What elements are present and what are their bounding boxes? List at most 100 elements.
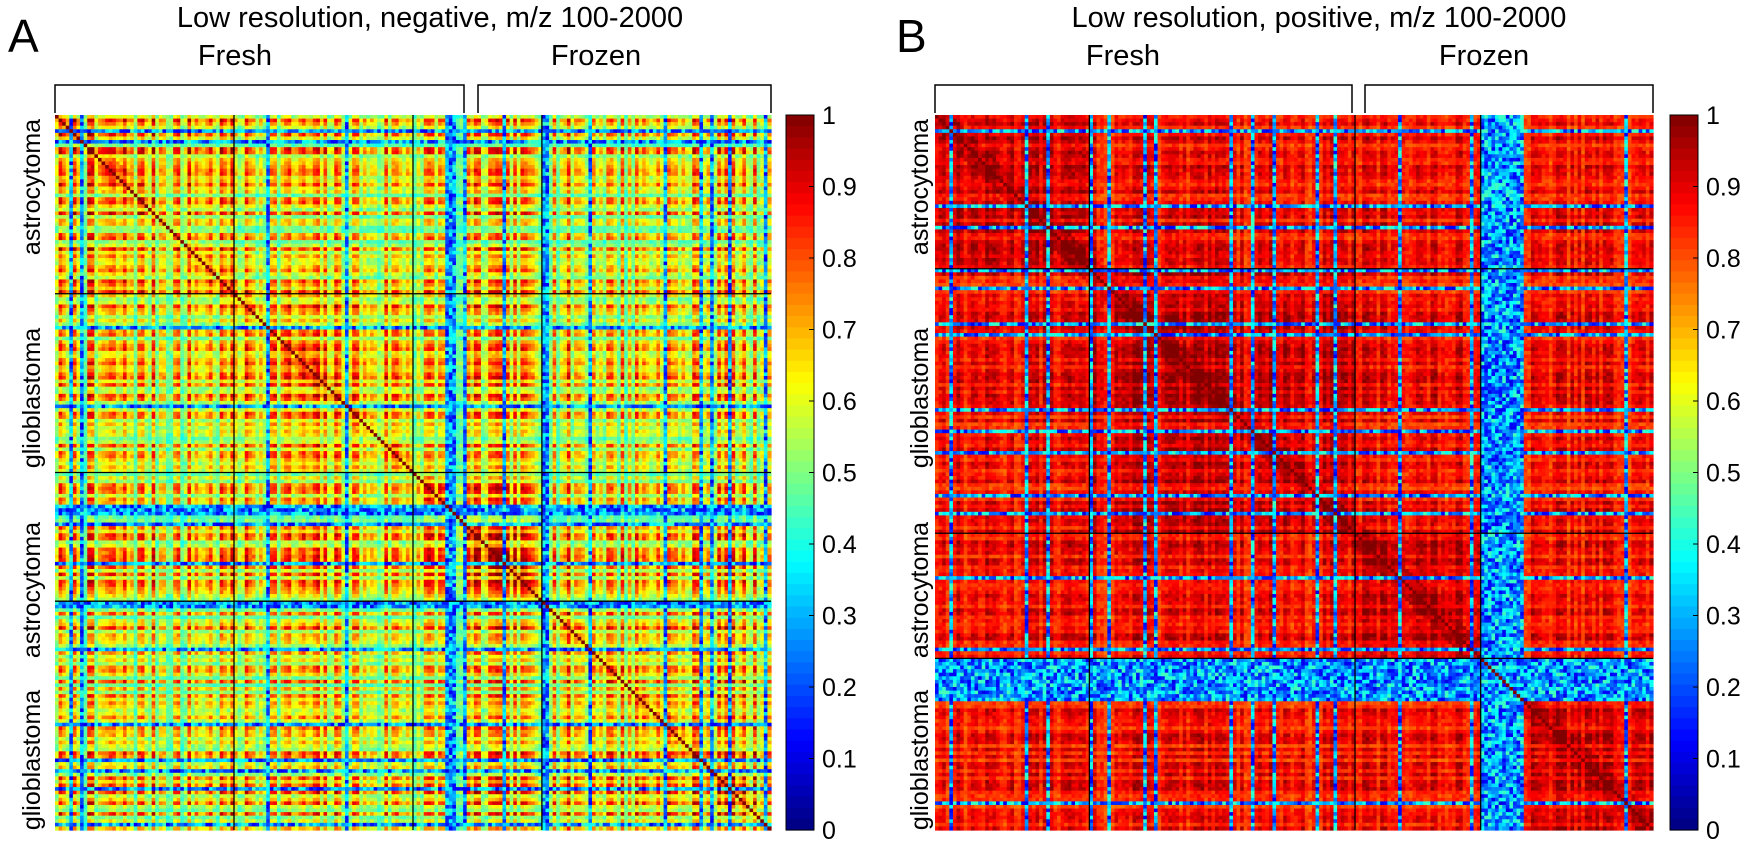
heatmap-cell (767, 126, 771, 130)
heatmap-cell (656, 126, 660, 130)
heatmap-cell (696, 119, 700, 123)
heatmap-cell (55, 133, 59, 137)
heatmap-cell (434, 122, 438, 126)
heatmap-cell (173, 115, 177, 119)
heatmap-cell (141, 122, 145, 126)
heatmap-cell (463, 115, 467, 119)
heatmap-cell (316, 115, 320, 119)
heatmap-cell (710, 126, 714, 130)
heatmap-cell (277, 129, 281, 133)
heatmap-cell (69, 119, 73, 123)
heatmap-cell (588, 126, 592, 130)
heatmap-cell (284, 115, 288, 119)
heatmap-cell (406, 129, 410, 133)
heatmap-cell (456, 126, 460, 130)
heatmap-cell (506, 119, 510, 123)
heatmap-cell (571, 115, 575, 119)
heatmap-cell (59, 126, 63, 130)
heatmap-cell (356, 119, 360, 123)
heatmap-cell (714, 129, 718, 133)
heatmap-cell (55, 122, 59, 126)
heatmap-cell (474, 119, 478, 123)
heatmap-cell (560, 119, 564, 123)
heatmap-cell (724, 115, 728, 119)
heatmap-cell (377, 119, 381, 123)
heatmap-cell (678, 129, 682, 133)
heatmap-cell (352, 115, 356, 119)
heatmap-cell (191, 119, 195, 123)
heatmap-cell (574, 115, 578, 119)
heatmap-cell (438, 126, 442, 130)
heatmap-cell (177, 115, 181, 119)
heatmap-cell (692, 122, 696, 126)
heatmap-cell (277, 119, 281, 123)
heatmap-cell (288, 126, 292, 130)
heatmap-cell (392, 115, 396, 119)
heatmap-cell (127, 115, 131, 119)
heatmap-cell (635, 122, 639, 126)
heatmap-cell (427, 122, 431, 126)
heatmap-cell (646, 126, 650, 130)
heatmap-cell (356, 126, 360, 130)
heatmap-cell (639, 126, 643, 130)
heatmap-cell (374, 129, 378, 133)
heatmap-cell (159, 119, 163, 123)
heatmap-cell (213, 119, 217, 123)
heatmap-cell (141, 126, 145, 130)
heatmap-cell (520, 122, 524, 126)
heatmap-cell (528, 122, 532, 126)
heatmap-cell (492, 122, 496, 126)
heatmap-cell (395, 126, 399, 130)
heatmap-cell (760, 122, 764, 126)
heatmap-cell (266, 129, 270, 133)
heatmap-cell (291, 119, 295, 123)
heatmap-cell (298, 122, 302, 126)
heatmap-cell (621, 126, 625, 130)
heatmap-cell (170, 122, 174, 126)
heatmap-cell (639, 122, 643, 126)
heatmap-cell (148, 126, 152, 130)
heatmap-cell (366, 119, 370, 123)
heatmap-cell (284, 122, 288, 126)
heatmap-cell (309, 119, 313, 123)
heatmap-cell (187, 122, 191, 126)
heatmap-cell (653, 115, 657, 119)
heatmap-cell (671, 122, 675, 126)
heatmap-cell (102, 119, 106, 123)
heatmap-cell (195, 122, 199, 126)
heatmap-cell (545, 119, 549, 123)
heatmap-cell (474, 126, 478, 130)
heatmap-cell (166, 122, 170, 126)
heatmap-cell (94, 115, 98, 119)
heatmap-cell (191, 129, 195, 133)
heatmap-cell (642, 126, 646, 130)
heatmap-cell (349, 119, 353, 123)
heatmap-cell (152, 122, 156, 126)
heatmap-cell (492, 119, 496, 123)
heatmap-cell (667, 119, 671, 123)
heatmap-cell (606, 119, 610, 123)
heatmap-cell (603, 126, 607, 130)
heatmap-cell (503, 126, 507, 130)
panel-a-row-label-3: astrocytoma (18, 522, 46, 658)
heatmap-cell (592, 122, 596, 126)
heatmap-cell (162, 119, 166, 123)
heatmap-cell (102, 126, 106, 130)
heatmap-cell (62, 126, 66, 130)
heatmap-cell (434, 119, 438, 123)
heatmap-cell (334, 129, 338, 133)
panel-a-row-label-1: astrocytoma (18, 119, 46, 255)
heatmap-cell (417, 126, 421, 130)
heatmap-cell (524, 129, 528, 133)
heatmap-cell (517, 119, 521, 123)
heatmap-cell (184, 126, 188, 130)
heatmap-cell (338, 115, 342, 119)
heatmap-cell (359, 119, 363, 123)
heatmap-cell (664, 122, 668, 126)
heatmap-cell (309, 122, 313, 126)
heatmap-cell (707, 122, 711, 126)
heatmap-cell (692, 119, 696, 123)
heatmap-cell (76, 122, 80, 126)
heatmap-cell (309, 129, 313, 133)
heatmap-cell (434, 129, 438, 133)
